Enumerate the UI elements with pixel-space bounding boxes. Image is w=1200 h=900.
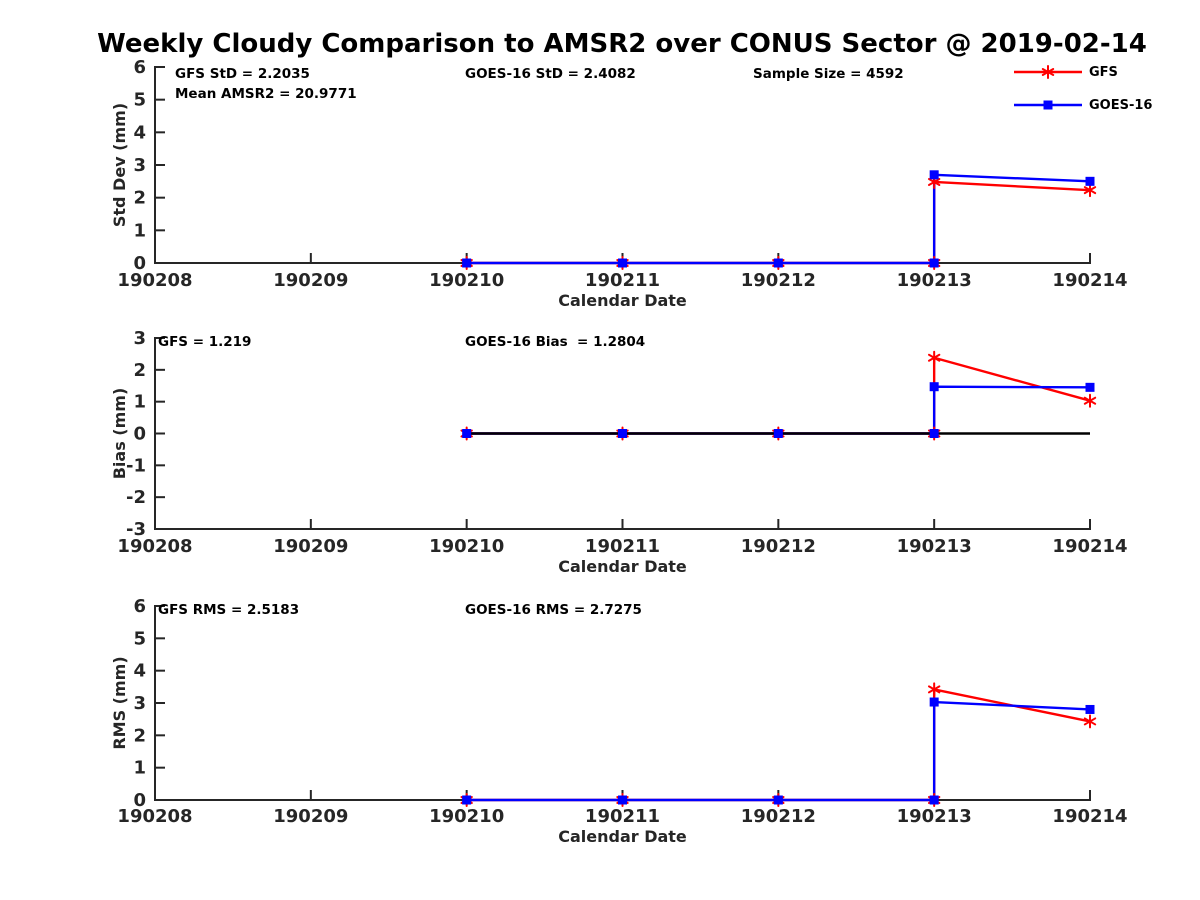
x-tick-label: 190214 — [1052, 270, 1127, 291]
asterisk-marker — [1083, 183, 1097, 198]
subplot-rms: 0 1 2 3 4 5 6 190208 190209 190210 190211 190212 190… — [110, 596, 1128, 846]
x-tick-label: 190213 — [897, 270, 972, 291]
x-tick-label: 190208 — [117, 536, 192, 557]
square-marker — [462, 429, 472, 438]
series-line-goes-16 — [466, 385, 1091, 435]
square-marker — [618, 795, 627, 805]
y-tick-label: 6 — [133, 596, 146, 617]
y-tick-label: 0 — [133, 424, 146, 445]
x-tick-label: 190213 — [897, 536, 972, 557]
x-tick-label: 190212 — [741, 806, 816, 827]
y-tick-label: 2 — [133, 360, 146, 381]
series-line-goes-16 — [466, 173, 1091, 265]
x-axis-label: Calendar Date — [558, 291, 687, 310]
x-tick-label: 190213 — [897, 806, 972, 827]
square-marker — [1085, 382, 1095, 392]
series-line-goes-16 — [466, 700, 1091, 802]
square-marker — [462, 258, 472, 268]
square-marker — [929, 697, 939, 707]
annotation-left1: GFS RMS = 2.5183 — [158, 602, 299, 618]
gfs-asterisk-icon — [1014, 65, 1082, 79]
square-marker — [773, 429, 783, 438]
subplot-bias: -3 -2 -1 0 1 2 3 190208 190209 190210 190211 190212… — [110, 328, 1128, 576]
y-tick-label: 4 — [133, 122, 146, 143]
x-tick-label: 190211 — [585, 270, 660, 291]
legend-entry-goes16: GOES-16 — [1014, 96, 1152, 114]
square-marker — [929, 382, 939, 392]
y-tick-label: 4 — [133, 661, 146, 682]
x-tick-label: 190210 — [429, 536, 504, 557]
x-tick-label: 190214 — [1052, 536, 1127, 557]
y-tick-label: 1 — [133, 392, 146, 413]
y-tick-label: -3 — [126, 519, 146, 540]
legend-label-goes16: GOES-16 — [1089, 97, 1153, 113]
legend-entry-gfs: GFS — [1014, 63, 1152, 81]
asterisk-marker — [1083, 393, 1097, 408]
asterisk-marker — [927, 682, 941, 697]
y-tick-label: 5 — [133, 90, 146, 111]
y-tick-label: 1 — [133, 758, 146, 779]
annotation-left1: GFS StD = 2.2035 — [175, 66, 310, 82]
annotation-center: GOES-16 RMS = 2.7275 — [465, 602, 642, 618]
square-marker — [929, 429, 939, 438]
x-tick-label: 190208 — [117, 806, 192, 827]
x-tick-label: 190210 — [429, 806, 504, 827]
x-tick-label: 190212 — [741, 270, 816, 291]
square-marker — [773, 258, 783, 268]
y-tick-label: -2 — [126, 487, 146, 508]
y-tick-label: 3 — [133, 155, 146, 176]
legend-label-gfs: GFS — [1089, 64, 1118, 80]
y-tick-label: 1 — [133, 220, 146, 241]
x-tick-label: 190211 — [585, 536, 660, 557]
y-axis-label: Std Dev (mm) — [110, 103, 129, 227]
square-marker — [929, 258, 939, 268]
asterisk-marker — [1083, 714, 1097, 729]
x-axis-label: Calendar Date — [558, 827, 687, 846]
x-tick-label: 190211 — [585, 806, 660, 827]
square-marker — [773, 795, 783, 805]
y-tick-label: 3 — [133, 328, 146, 349]
x-tick-label: 190209 — [273, 806, 348, 827]
series-line-gfs — [466, 180, 1091, 265]
annotation-right: Sample Size = 4592 — [753, 66, 904, 82]
y-tick-label: 5 — [133, 628, 146, 649]
y-tick-label: 3 — [133, 693, 146, 714]
y-axis-label: RMS (mm) — [110, 656, 129, 749]
y-tick-label: 2 — [133, 188, 146, 209]
square-marker — [618, 258, 627, 268]
series-line-gfs — [466, 356, 1091, 435]
y-tick-label: -1 — [126, 455, 146, 476]
y-tick-label: 2 — [133, 725, 146, 746]
annotation-left2: Mean AMSR2 = 20.9771 — [175, 86, 357, 102]
square-marker — [1085, 704, 1095, 714]
square-marker — [1085, 176, 1095, 186]
goes16-square-icon — [1014, 100, 1082, 110]
x-tick-label: 190214 — [1052, 806, 1127, 827]
square-marker — [462, 795, 472, 805]
chart-title: Weekly Cloudy Comparison to AMSR2 over C… — [97, 29, 1147, 59]
subplot-std-dev: 0 1 2 3 4 5 6 190208 190209 190210 190211 190212 190… — [110, 57, 1128, 310]
y-tick-label: 6 — [133, 57, 146, 78]
y-tick-label: 0 — [133, 790, 146, 811]
x-axis-label: Calendar Date — [558, 557, 687, 576]
annotation-left1: GFS = 1.219 — [158, 334, 251, 350]
x-tick-label: 190209 — [273, 536, 348, 557]
legend: GFS GOES-16 — [1014, 63, 1152, 129]
x-tick-label: 190208 — [117, 270, 192, 291]
asterisk-marker — [927, 350, 941, 365]
annotation-center: GOES-16 Bias = 1.2804 — [465, 334, 645, 350]
x-tick-label: 190210 — [429, 270, 504, 291]
square-marker — [929, 795, 939, 805]
x-tick-label: 190209 — [273, 270, 348, 291]
annotation-center: GOES-16 StD = 2.4082 — [465, 66, 636, 82]
square-marker — [929, 170, 939, 180]
y-axis-label: Bias (mm) — [110, 388, 129, 480]
square-marker — [618, 429, 627, 438]
y-tick-label: 0 — [133, 253, 146, 274]
x-tick-label: 190212 — [741, 536, 816, 557]
